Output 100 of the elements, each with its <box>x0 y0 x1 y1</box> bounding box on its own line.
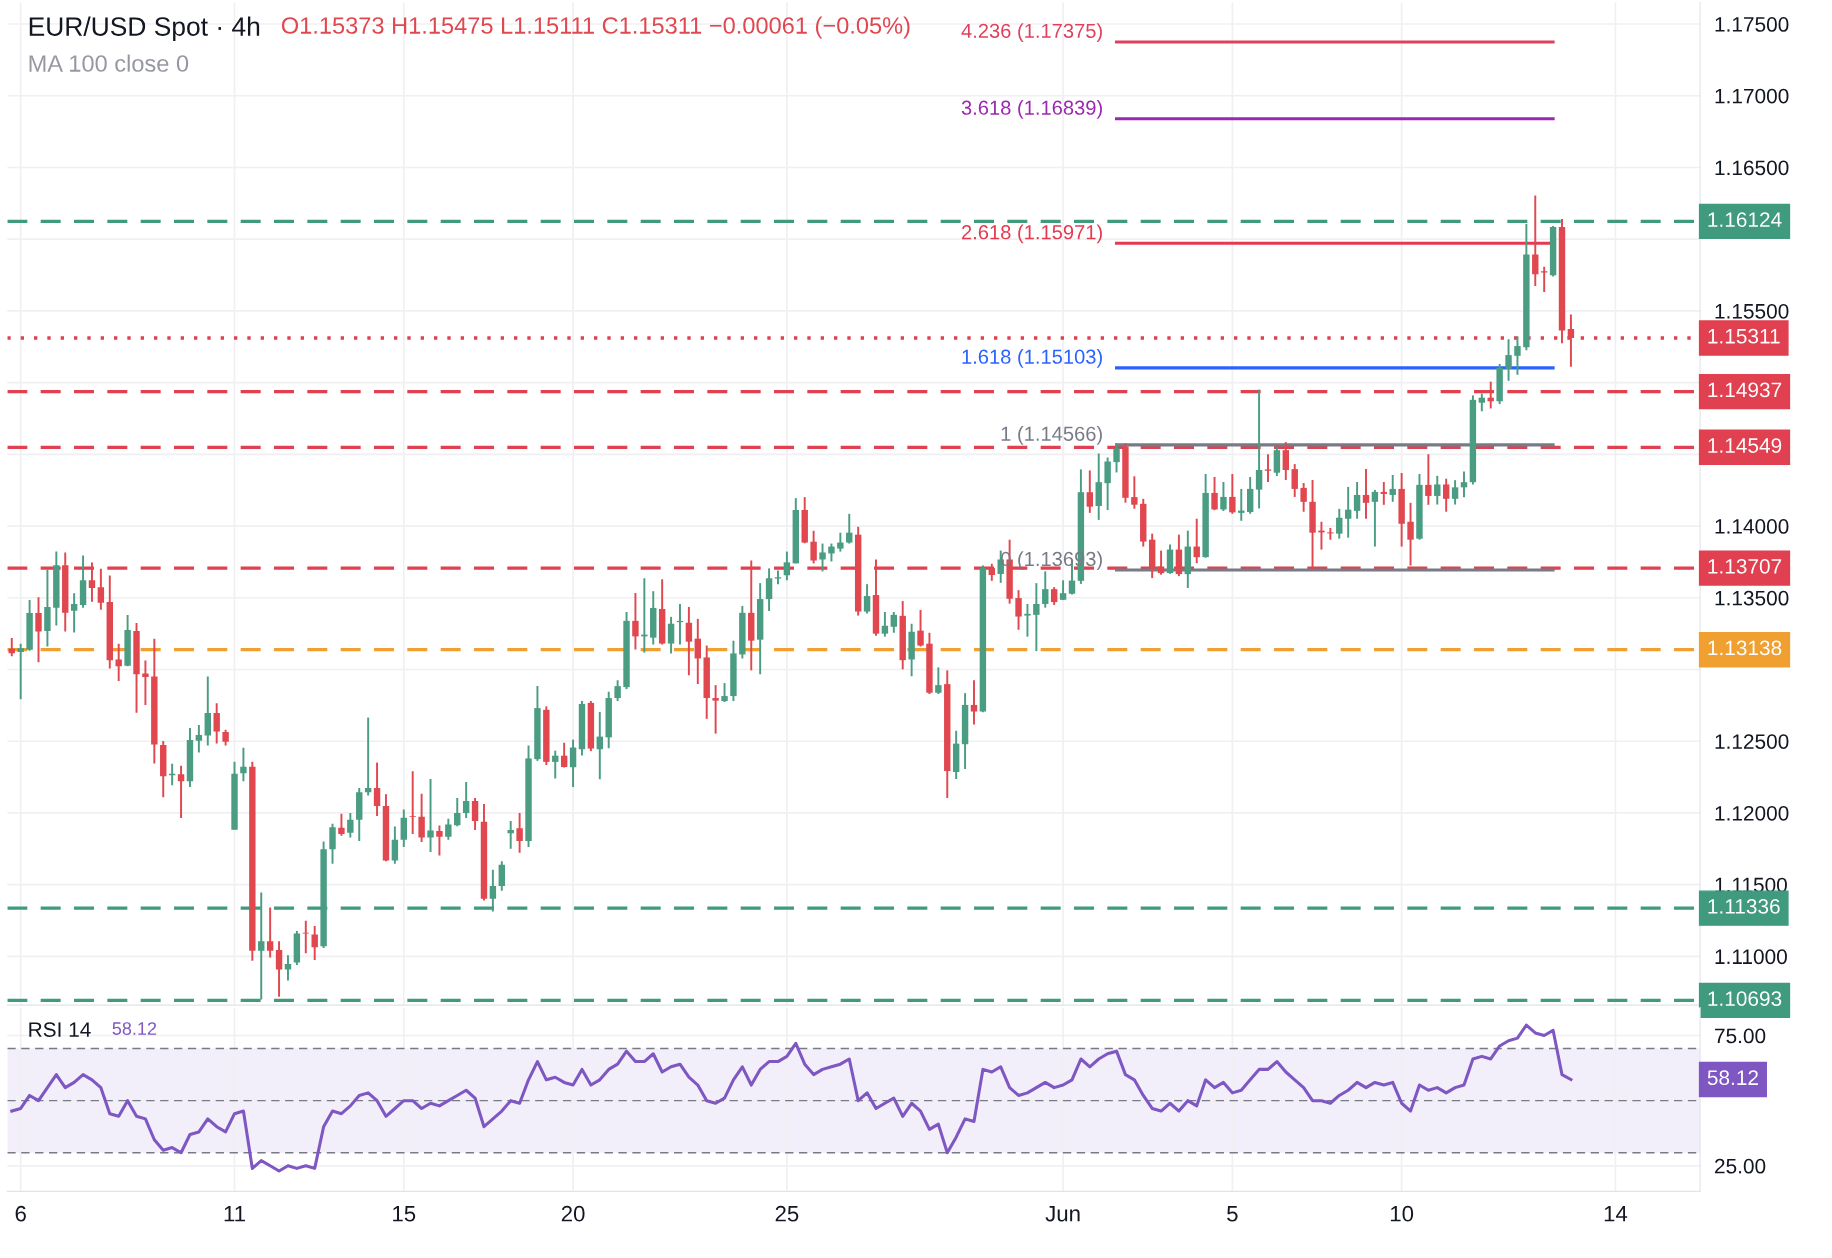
candlestick <box>418 792 425 843</box>
ref-line-label: 1.10693 <box>1708 991 1782 1006</box>
ref-line-label: 1.14549 <box>1708 438 1782 453</box>
y-tick-label: 1.11000 <box>1715 949 1787 965</box>
candlestick <box>1336 507 1343 540</box>
candlestick <box>846 512 853 545</box>
candlestick <box>1015 589 1022 631</box>
candlestick <box>1540 265 1548 293</box>
candlestick <box>204 675 211 747</box>
candlestick <box>213 702 220 745</box>
candlestick <box>347 811 354 839</box>
candlestick <box>1460 470 1468 499</box>
candlestick <box>311 924 318 961</box>
ref-line-label: 1.15311 <box>1708 328 1780 344</box>
candlestick <box>819 542 826 573</box>
annotation: MA 100 close 0 <box>29 54 189 72</box>
candlestick <box>1273 446 1281 477</box>
candlestick <box>1451 479 1459 506</box>
candlestick <box>1344 485 1352 539</box>
candlestick <box>890 611 898 634</box>
y-tick-label: 1.11500 <box>1715 877 1787 893</box>
candlestick <box>1131 475 1138 510</box>
x-tick-label: 14 <box>1604 1206 1628 1222</box>
series-label: 4.236 (1.17375) <box>961 23 1102 42</box>
y-tick-label: 1.12500 <box>1715 734 1789 749</box>
candlestick <box>970 679 978 726</box>
candlestick <box>881 611 889 638</box>
x-tick-label: 11 <box>224 1206 245 1222</box>
candlestick <box>863 583 871 615</box>
text: RSI 14 <box>29 1022 91 1037</box>
candlestick <box>391 825 399 865</box>
candlestick <box>935 666 942 695</box>
candlestick <box>17 642 24 701</box>
candlestick <box>409 770 416 835</box>
candlestick <box>284 954 292 982</box>
candlestick <box>837 531 844 553</box>
candlestick <box>97 567 105 611</box>
series-label: 3.618 (1.16839) <box>961 100 1102 119</box>
candlestick <box>632 592 639 651</box>
candlestick <box>1095 452 1102 521</box>
candlestick <box>1042 570 1049 609</box>
x-tick-label: 25 <box>775 1205 799 1222</box>
y-tick-label: 25.00 <box>1715 1158 1766 1174</box>
candlestick <box>471 796 479 831</box>
candlestick <box>275 940 283 998</box>
y-tick-label: 1.13500 <box>1715 590 1789 606</box>
candlestick <box>1434 474 1441 506</box>
candlestick <box>1327 526 1334 541</box>
candlestick <box>364 716 372 797</box>
candlestick <box>1104 456 1111 511</box>
y-tick-label: 1.16500 <box>1715 160 1789 176</box>
candlestick <box>338 812 345 837</box>
candlestick <box>1220 481 1227 512</box>
y-tick-label: 1.14000 <box>1715 519 1789 534</box>
candlestick <box>1211 476 1218 512</box>
candlestick <box>240 746 247 783</box>
candlestick <box>445 817 452 841</box>
ref-line-label: 1.16124 <box>1708 212 1782 227</box>
candlestick <box>373 761 381 817</box>
candlestick <box>436 824 443 857</box>
candlestick <box>462 780 470 820</box>
candlestick <box>1442 477 1450 513</box>
line-series <box>10 1023 1573 1173</box>
ref-line-label: 1.14937 <box>1708 382 1782 398</box>
candlestick <box>70 592 78 634</box>
candlestick <box>721 682 728 704</box>
candlestick <box>783 550 791 582</box>
candlestick <box>694 617 702 686</box>
x-tick-label: 20 <box>561 1205 585 1222</box>
candlestick <box>1033 582 1040 653</box>
candlestick <box>1425 453 1432 506</box>
text: 58.12 <box>1707 1070 1758 1086</box>
candlestick <box>35 596 42 664</box>
x-tick-label: 5 <box>1227 1206 1238 1222</box>
candlestick <box>195 724 203 754</box>
candlestick <box>1291 463 1298 498</box>
y-tick-label: 1.12000 <box>1715 805 1789 821</box>
candlestick <box>177 764 185 819</box>
y-tick-label: 1.15500 <box>1715 303 1789 319</box>
x-tick-label: 6 <box>15 1205 26 1222</box>
candlestick <box>1229 473 1236 515</box>
ref-line-label: 1.13707 <box>1708 558 1782 574</box>
ref-line-label: 1.13138 <box>1708 640 1782 656</box>
candlestick <box>810 529 817 565</box>
candlestick <box>1362 468 1370 520</box>
candlestick <box>560 741 568 769</box>
candlestick <box>1024 602 1031 638</box>
candlestick <box>569 738 577 789</box>
candlestick <box>667 615 675 655</box>
candlestick <box>400 808 407 848</box>
candlestick <box>685 605 693 677</box>
candlestick <box>1255 388 1263 510</box>
candlestick <box>552 749 559 780</box>
candlestick <box>1532 194 1539 288</box>
candlestick <box>712 684 719 735</box>
candlestick <box>1300 482 1307 513</box>
y-tick-label: 1.17000 <box>1715 88 1789 104</box>
candlestick <box>1113 442 1120 474</box>
candlestick <box>329 822 336 865</box>
candlestick <box>1086 469 1094 514</box>
